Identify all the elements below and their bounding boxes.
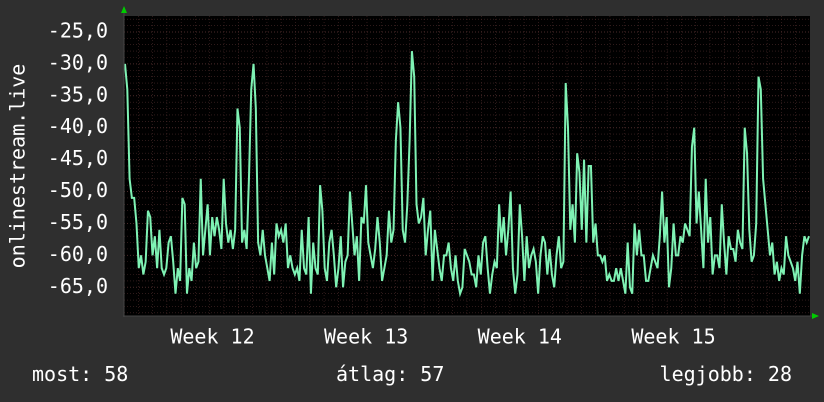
y-tick-label: -40,0 [48,114,108,138]
series-line [124,51,810,298]
y-tick-label: -30,0 [48,50,108,74]
y-tick-label: -50,0 [48,178,108,202]
y-tick-label: -35,0 [48,82,108,106]
x-tick-label: Week 13 [324,325,408,349]
x-tick-label: Week 12 [170,325,254,349]
y-axis-ticks: -25,0 -30,0 -35,0 -40,0 -45,0 -50,0 -55,0 -60,0… [48,18,108,297]
y-axis-arrow [121,6,127,13]
x-axis-ticks: Week 12 Week 13 Week 14 Week 15 [170,325,715,349]
stat-current: most: 58 [32,362,129,386]
stat-best: legjobb: 28 [659,362,792,386]
stat-average: átlag: 57 [336,362,445,386]
x-tick-label: Week 14 [478,325,562,349]
y-axis-label: onlinestream.live [6,64,30,269]
y-tick-label: -25,0 [48,18,108,42]
y-tick-label: -65,0 [48,274,108,298]
x-axis-arrow [812,313,819,319]
x-tick-label: Week 15 [631,325,715,349]
y-tick-label: -45,0 [48,146,108,170]
axes [121,6,819,319]
y-tick-label: -60,0 [48,242,108,266]
y-tick-label: -55,0 [48,210,108,234]
